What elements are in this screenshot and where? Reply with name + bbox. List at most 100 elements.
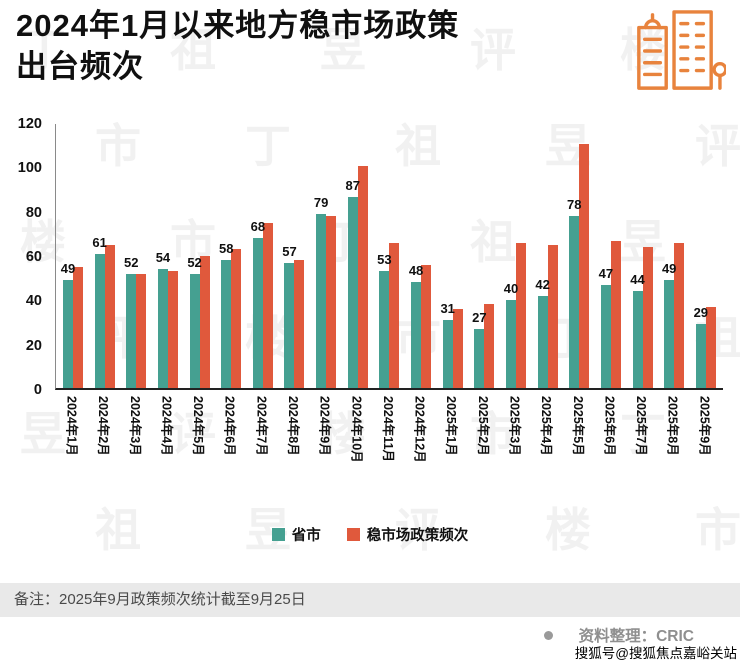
x-axis-label: 2025年3月 — [507, 396, 522, 456]
value-label: 27 — [472, 309, 487, 325]
x-axis-label: 2024年4月 — [159, 396, 174, 456]
y-tick-label: 100 — [17, 160, 42, 177]
y-tick-label: 0 — [33, 382, 42, 398]
sohu-watermark: 搜狐号@搜狐焦点嘉峪关站 — [574, 646, 737, 661]
page-title-line1: 2024年1月以来地方稳市场政策 — [16, 8, 460, 43]
bar-series-0 — [316, 214, 327, 388]
x-axis-label: 2025年9月 — [697, 396, 712, 456]
bar-group: 53 2024年11月 — [377, 124, 400, 462]
y-tick-label: 80 — [25, 204, 42, 221]
source-credit-text: 资料整理：CRIC — [578, 628, 694, 645]
bar-series-0 — [411, 282, 422, 388]
bar-series-0 — [600, 284, 611, 388]
bar-series-1 — [104, 245, 115, 388]
bar-series-1 — [136, 273, 147, 388]
bar-series-1 — [167, 271, 178, 388]
bar-series-1 — [547, 245, 558, 388]
x-axis-label: 2025年8月 — [665, 396, 680, 456]
x-axis-label: 2024年8月 — [285, 396, 300, 456]
bar-series-1 — [73, 267, 83, 388]
bar-series-0 — [347, 196, 358, 388]
page-title: 2024年1月以来地方稳市场政策 出台频次 — [16, 6, 459, 88]
bar-series-0 — [189, 273, 200, 388]
bar-series-1 — [231, 249, 242, 388]
bar-group: 42 2025年4月 — [535, 124, 558, 456]
value-label: 40 — [503, 281, 519, 297]
x-axis-label: 2025年4月 — [539, 396, 554, 456]
bar-series-0 — [94, 253, 105, 388]
bar-group: 27 2025年2月 — [472, 124, 495, 456]
bar-series-0 — [632, 291, 643, 388]
legend-swatch-icon — [346, 528, 360, 541]
value-label: 49 — [60, 261, 76, 277]
bar-group: 57 2024年8月 — [282, 124, 305, 456]
value-label: 31 — [440, 300, 455, 316]
value-label: 79 — [313, 195, 329, 211]
bar-series-1 — [484, 304, 495, 388]
bar-series-0 — [379, 271, 390, 388]
value-label: 58 — [218, 241, 234, 257]
legend-label: 省市 — [291, 528, 321, 544]
bar-series-1 — [642, 247, 653, 388]
value-label: 44 — [630, 272, 645, 288]
value-label: 42 — [535, 276, 550, 292]
source-credit: 资料整理：CRIC — [543, 624, 694, 646]
x-axis-label: 2024年1月 — [64, 396, 79, 456]
legend-label: 稳市场政策频次 — [366, 528, 469, 544]
value-label: 52 — [187, 254, 202, 270]
footnote-bar: 备注：2025年9月政策频次统计截至9月25日 — [0, 583, 740, 617]
bar-series-1 — [389, 242, 400, 388]
x-axis-label: 2024年10月 — [349, 396, 364, 463]
bar-series-0 — [252, 238, 263, 388]
page-title-line2: 出台频次 — [16, 48, 144, 84]
bar-series-0 — [157, 269, 168, 388]
bar-series-1 — [452, 308, 463, 388]
bar-group: 79 2024年9月 — [313, 124, 337, 456]
bar-group: 47 2025年6月 — [598, 124, 621, 456]
legend: 省市 稳市场政策频次 — [0, 524, 740, 545]
value-label: 68 — [250, 219, 266, 235]
bar-group: 52 2024年5月 — [187, 124, 210, 456]
value-label: 87 — [345, 177, 360, 193]
bar-series-1 — [674, 242, 685, 388]
bar-group: 29 2025年9月 — [694, 124, 716, 456]
bar-group: 68 2024年7月 — [250, 124, 273, 456]
bar-series-1 — [262, 223, 273, 388]
x-axis-label: 2025年6月 — [602, 396, 617, 456]
bar-series-1 — [579, 143, 590, 388]
y-tick-label: 20 — [25, 337, 42, 354]
bullet-dot-icon — [543, 630, 553, 640]
bar-group: 52 2024年3月 — [124, 124, 147, 456]
bar-series-0 — [126, 273, 137, 388]
buildings-icon — [624, 8, 728, 99]
x-axis-label: 2025年1月 — [444, 396, 459, 456]
bar-group: 44 2025年7月 — [630, 124, 653, 456]
bar-series-1 — [421, 264, 432, 388]
bar-series-0 — [664, 280, 675, 388]
x-axis-label: 2024年5月 — [191, 396, 206, 456]
background-watermark-char: 昱 — [20, 408, 66, 460]
x-axis-label: 2024年6月 — [222, 396, 237, 456]
bar-group: 31 2025年1月 — [440, 124, 463, 456]
x-axis-label: 2024年9月 — [317, 396, 332, 456]
bar-group: 49 2025年8月 — [662, 124, 685, 456]
value-label: 57 — [282, 243, 297, 259]
y-axis: 0 20 40 60 80 100 120 — [0, 116, 50, 398]
bar-series-1 — [294, 260, 305, 388]
bar-group: 48 2024年12月 — [409, 124, 432, 463]
y-tick-label: 120 — [17, 116, 42, 132]
x-axis-label: 2024年3月 — [127, 396, 142, 456]
bar-group: 61 2024年2月 — [92, 124, 115, 456]
bar-series-1 — [610, 240, 621, 388]
bar-series-0 — [505, 300, 516, 388]
value-label: 61 — [92, 234, 107, 250]
value-label: 47 — [598, 265, 614, 281]
bar-group: 40 2025年3月 — [503, 124, 526, 456]
bar-series-0 — [63, 280, 73, 388]
bar-group: 49 2024年1月 — [60, 124, 83, 456]
x-axis-label: 2024年11月 — [380, 396, 395, 463]
bar-series-1 — [326, 216, 337, 388]
x-axis-label: 2025年7月 — [634, 396, 649, 456]
y-tick-label: 40 — [25, 293, 42, 310]
